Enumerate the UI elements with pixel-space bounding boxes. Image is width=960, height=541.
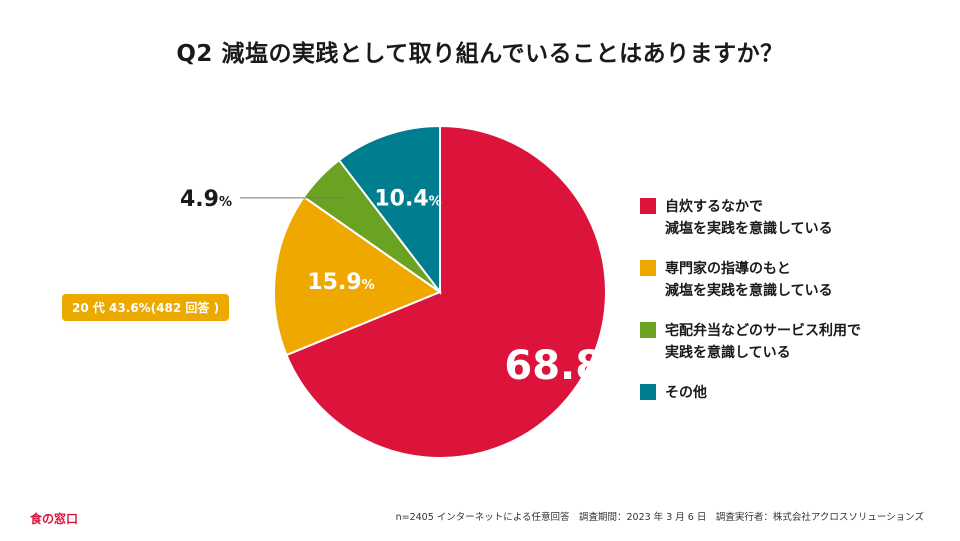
brand-logo: 食の窓口 [30, 512, 79, 526]
pie-slice [273, 195, 443, 357]
slice-value-label: 10.4% [374, 186, 441, 211]
legend-item: 専門家の指導のもと 減塩を実践を意識している [640, 258, 940, 302]
slice-value-label: 68.8% [504, 343, 623, 389]
legend-item: その他 [640, 382, 940, 404]
legend-swatch [640, 198, 656, 214]
legend-item: 自炊するなかで 減塩を実践を意識している [640, 196, 940, 240]
slice-value-label: 4.9% [180, 187, 232, 212]
legend-swatch [640, 322, 656, 338]
legend-label: 専門家の指導のもと 減塩を実践を意識している [665, 261, 833, 299]
legend: 自炊するなかで 減塩を実践を意識している 専門家の指導のもと 減塩を実践を意識し… [640, 196, 940, 422]
pie-slice [285, 124, 607, 459]
slice-value-label: 15.9% [307, 270, 374, 295]
survey-footnote: n=2405 インターネットによる任意回答 調査期間：2023 年 3 月 6 … [395, 512, 924, 523]
legend-swatch [640, 384, 656, 400]
age-annotation-badge: 20 代 43.6%(482 回答 ) [62, 294, 230, 321]
legend-label: 宅配弁当などのサービス利用で 実践を意識している [665, 323, 861, 361]
pie-slice [337, 124, 441, 295]
legend-item: 宅配弁当などのサービス利用で 実践を意識している [640, 320, 940, 364]
legend-label: 自炊するなかで 減塩を実践を意識している [665, 199, 833, 237]
chart-title: Q2 減塩の実践として取り組んでいることはありますか？ [176, 41, 784, 67]
legend-label: その他 [665, 385, 707, 401]
legend-swatch [640, 260, 656, 276]
